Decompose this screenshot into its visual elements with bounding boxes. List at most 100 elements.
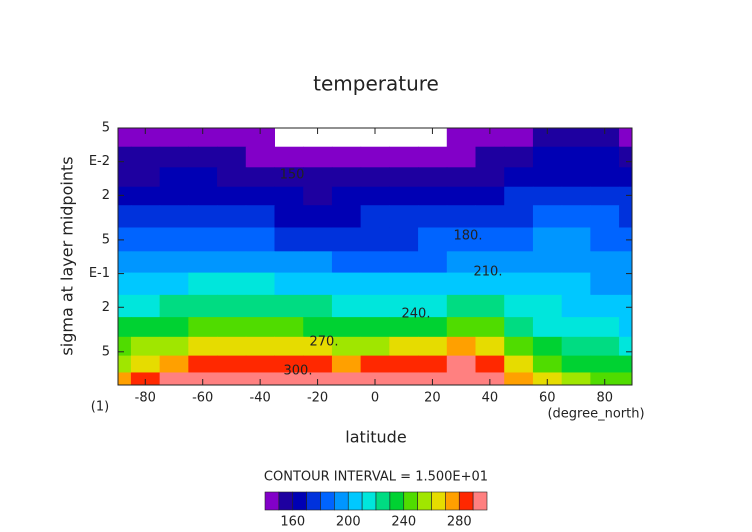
field-cell [446,205,477,228]
colorbar-box [361,491,377,511]
y-tick-label: E-1 [89,266,110,281]
field-cell [504,227,534,252]
field-cell [130,355,161,373]
field-cell [418,336,448,357]
field-cell [446,186,477,206]
contour-label: 150 [280,168,305,183]
field-cell [446,251,477,274]
field-cell [274,205,304,228]
field-cell [130,294,161,318]
field-cell [159,317,189,338]
field-cell [188,167,218,188]
field-cell [561,146,591,168]
field-cell [118,205,132,228]
colorbar-box [417,491,432,511]
x-tick-label: 80 [596,391,613,406]
field-cell [619,372,633,386]
y-tick-label: 2 [102,188,110,203]
field-cell [331,146,362,168]
x-tick-label: -20 [307,391,328,406]
colorbar-box [445,491,460,511]
field-cell [389,167,419,188]
field-cell [561,336,591,357]
field-cell [418,272,448,296]
field-cell [475,167,505,188]
colorbar-box [334,491,349,511]
field-cell [274,355,304,373]
field-cell [188,205,218,228]
field-cell [446,294,477,318]
field-cell [504,128,534,148]
field-cell [360,317,390,338]
field-cell [446,167,477,188]
colorbar-box [389,491,405,511]
field-cell [446,372,477,386]
field-cell [303,167,333,188]
field-cell [504,336,534,357]
field-cell [418,355,448,373]
field-cell [159,186,189,206]
colorbar-label: 280 [447,515,472,530]
field-cell [217,227,247,252]
field-cell [590,317,620,338]
field-cell [118,251,132,274]
field-cell [331,186,362,206]
y-tick-label: 2 [102,300,110,315]
field-cell [331,227,362,252]
field-cell [188,272,218,296]
field-cell [504,372,534,386]
field-cell [331,336,362,357]
field-cell [446,272,477,296]
field-cell [561,186,591,206]
field-cell [188,227,218,252]
field-cell [590,167,620,188]
field-cell [389,186,419,206]
field-cell [159,372,189,386]
field-cell [130,336,161,357]
field-cell [619,167,633,188]
field-cell [245,186,275,206]
field-cell [303,272,333,296]
field-cell [130,128,161,148]
field-cell [159,251,189,274]
colorbar-box [264,491,280,511]
field-cell [446,336,477,357]
field-cell [532,128,563,148]
colorbar-box [458,491,474,511]
contour-label: 180. [454,229,483,244]
field-cell [475,294,505,318]
field-cell [561,167,591,188]
field-cell [217,294,247,318]
field-cell [619,336,633,357]
field-cell [504,355,534,373]
field-cell [217,355,247,373]
field-cell [303,294,333,318]
field-cell [590,251,620,274]
field-cell [532,227,563,252]
x-tick-label: -80 [135,391,156,406]
field-cell [532,272,563,296]
footer: CONTOUR INTERVAL = 1.500E+01 [264,470,488,485]
field-cell [159,227,189,252]
field-cell [217,167,247,188]
field-cell [504,167,534,188]
field-cell [590,372,620,386]
field-cell [217,205,247,228]
y-axis-label: sigma at layer midpoints [58,156,77,355]
field-cell [418,186,448,206]
x-units: (degree_north) [547,407,644,422]
field-cell [561,355,591,373]
field-cell [118,146,132,168]
field-cell [360,205,390,228]
field-cell [303,251,333,274]
field-cell [159,294,189,318]
field-cell [245,272,275,296]
field-cell [590,146,620,168]
field-cell [118,167,132,188]
field-cell [389,205,419,228]
field-cell [245,336,275,357]
field-cell [118,272,132,296]
field-cell [217,146,247,168]
field-cell [245,294,275,318]
field-cell [532,251,563,274]
